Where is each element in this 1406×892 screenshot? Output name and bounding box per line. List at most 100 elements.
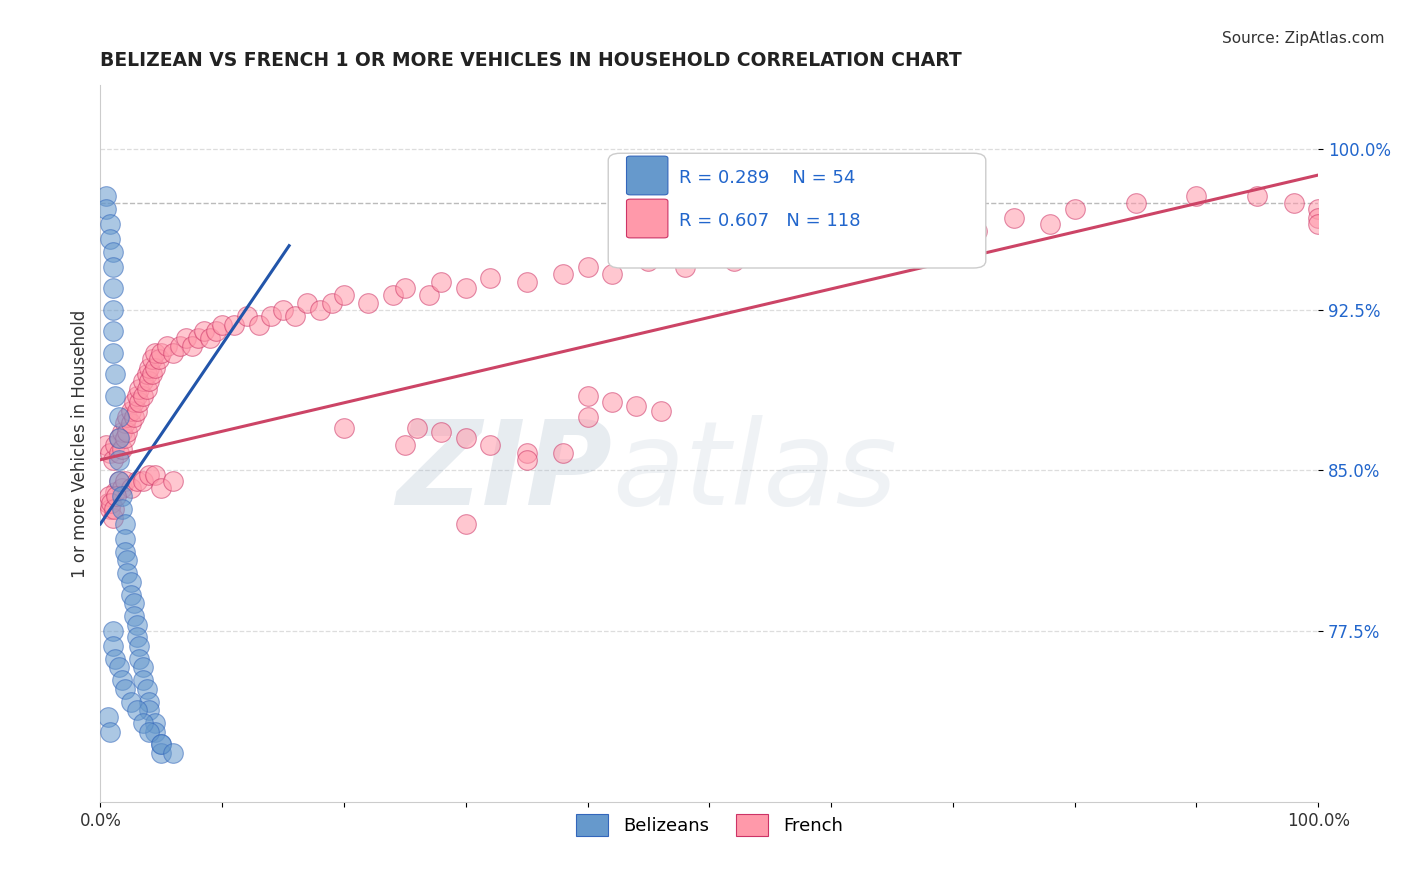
Point <box>454 516 477 531</box>
Point <box>205 324 228 338</box>
Point <box>125 388 148 402</box>
Point <box>844 238 866 252</box>
Point <box>198 331 221 345</box>
Point <box>148 352 170 367</box>
Point <box>111 425 134 439</box>
Point <box>104 652 127 666</box>
Point <box>124 395 146 409</box>
Point <box>97 709 120 723</box>
Point <box>124 609 146 624</box>
Point <box>138 695 160 709</box>
Point <box>132 673 155 688</box>
Point <box>97 495 120 509</box>
Point <box>516 452 538 467</box>
Point <box>138 703 160 717</box>
Point <box>917 232 939 246</box>
Point <box>723 253 745 268</box>
Point <box>107 431 129 445</box>
Point <box>143 724 166 739</box>
Point <box>114 545 136 559</box>
Point <box>162 746 184 760</box>
Point <box>125 403 148 417</box>
Point <box>138 467 160 482</box>
Point <box>321 296 343 310</box>
Point <box>1002 211 1025 225</box>
Point <box>98 446 121 460</box>
Point <box>430 425 453 439</box>
Point <box>357 296 380 310</box>
Point <box>1308 211 1330 225</box>
Point <box>156 339 179 353</box>
Point <box>107 431 129 445</box>
Point <box>150 345 173 359</box>
Point <box>1282 195 1305 210</box>
Point <box>180 339 202 353</box>
Point <box>114 532 136 546</box>
Text: R = 0.289    N = 54: R = 0.289 N = 54 <box>679 169 855 187</box>
Point <box>115 425 138 439</box>
Point <box>1185 189 1208 203</box>
Point <box>111 502 134 516</box>
Point <box>132 716 155 731</box>
Point <box>1246 189 1268 203</box>
Point <box>114 417 136 431</box>
Point <box>516 275 538 289</box>
Point <box>143 467 166 482</box>
Point <box>100 495 122 509</box>
Point <box>107 474 129 488</box>
Point <box>880 224 903 238</box>
Point <box>107 446 129 460</box>
Point <box>107 452 129 467</box>
Point <box>111 481 134 495</box>
Point <box>1125 195 1147 210</box>
Point <box>271 302 294 317</box>
Point <box>114 474 136 488</box>
Point <box>820 232 842 246</box>
Point <box>211 318 233 332</box>
Point <box>394 281 416 295</box>
FancyBboxPatch shape <box>609 153 986 268</box>
Point <box>138 374 160 388</box>
Point <box>162 474 184 488</box>
Point <box>107 660 129 674</box>
Point <box>138 360 160 375</box>
Point <box>759 238 782 252</box>
Point <box>454 431 477 445</box>
Point <box>260 310 283 324</box>
Point <box>120 417 142 431</box>
Point <box>235 310 257 324</box>
Point <box>1308 202 1330 217</box>
Point <box>576 260 599 274</box>
Point <box>297 296 319 310</box>
Point <box>479 438 502 452</box>
Point <box>97 489 120 503</box>
Point <box>132 474 155 488</box>
Point <box>626 399 648 413</box>
Point <box>132 660 155 674</box>
Point <box>135 367 157 381</box>
Point <box>125 617 148 632</box>
Point <box>101 624 124 638</box>
Point <box>135 382 157 396</box>
Point <box>576 409 599 424</box>
Point <box>796 245 818 260</box>
Point <box>120 574 142 589</box>
Point <box>333 420 356 434</box>
Point <box>96 438 118 452</box>
Point <box>101 260 124 274</box>
Point <box>576 388 599 402</box>
Point <box>454 281 477 295</box>
Point <box>193 324 215 338</box>
Point <box>104 484 127 499</box>
Point <box>1308 217 1330 231</box>
Point <box>104 367 127 381</box>
Point <box>128 395 150 409</box>
Point <box>125 631 148 645</box>
Point <box>96 202 118 217</box>
Point <box>169 339 191 353</box>
Point <box>107 474 129 488</box>
Point <box>132 388 155 402</box>
Point <box>394 438 416 452</box>
Point <box>115 566 138 581</box>
Point <box>553 267 575 281</box>
